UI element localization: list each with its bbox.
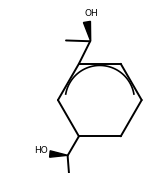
Polygon shape [83,21,91,41]
Text: HO: HO [34,146,47,155]
Text: OH: OH [85,9,99,18]
Polygon shape [50,151,68,157]
